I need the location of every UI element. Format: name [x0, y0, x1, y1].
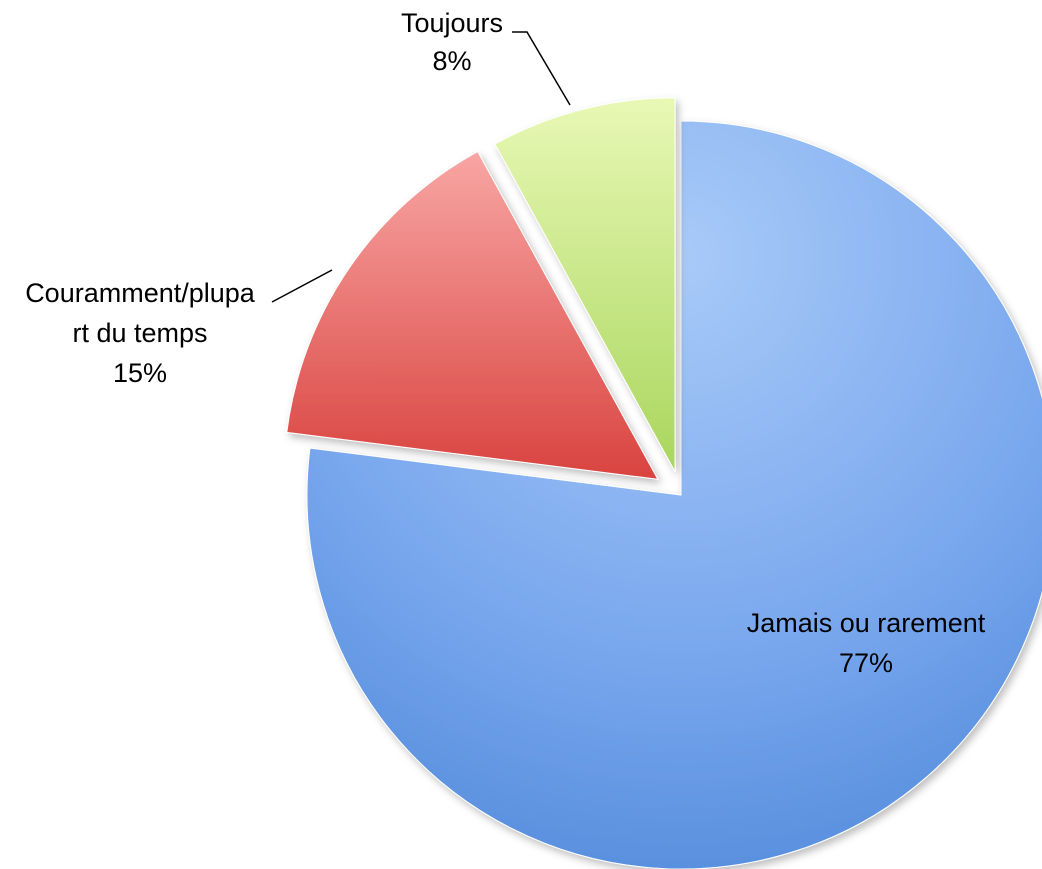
label-couramment: Couramment/plupa rt du temps 15% [25, 278, 256, 388]
leader-line [512, 31, 571, 106]
label-toujours: Toujours 8% [401, 8, 503, 76]
slice-jamais-ou-rarement [306, 120, 1042, 869]
label-line: rt du temps [72, 318, 207, 348]
label-line: Jamais ou rarement [747, 608, 986, 638]
label-line: Toujours [401, 8, 503, 38]
label-line: 15% [113, 358, 167, 388]
slice-couramment [286, 150, 659, 480]
label-jamais-ou-rarement: Jamais ou rarement 77% [747, 608, 986, 678]
leader-line [271, 269, 333, 303]
label-line: 8% [432, 46, 471, 76]
label-line: 77% [839, 648, 893, 678]
label-line: Couramment/plupa [25, 278, 256, 308]
slice-toujours [494, 97, 676, 472]
